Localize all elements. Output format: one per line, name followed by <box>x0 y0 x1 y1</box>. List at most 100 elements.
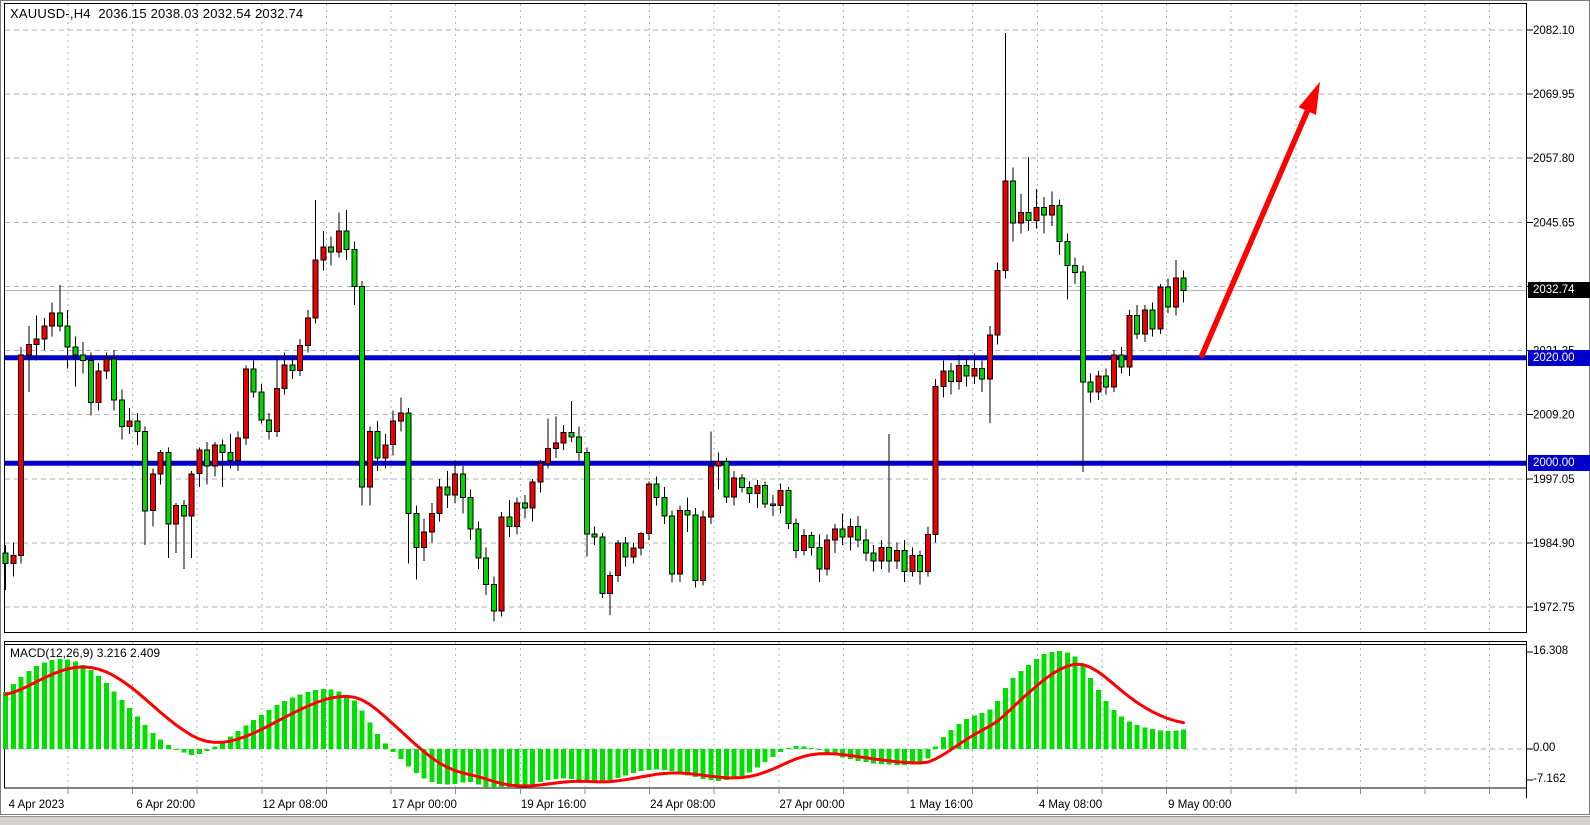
macd-bar <box>700 749 706 779</box>
candle <box>1134 315 1140 335</box>
candle <box>886 547 892 562</box>
level-badge-2020: 2020.00 <box>1528 350 1590 366</box>
candle <box>700 516 706 581</box>
macd-bar <box>995 701 1000 749</box>
macd-panel[interactable] <box>4 641 1527 789</box>
candle <box>878 547 885 562</box>
candle <box>188 473 195 517</box>
candle <box>785 490 792 524</box>
macd-bar <box>677 749 683 773</box>
candle <box>955 365 962 382</box>
candle <box>963 365 970 377</box>
macd-bar <box>204 749 210 751</box>
macd-bar <box>607 749 613 781</box>
price-tick-label: 2069.95 <box>1533 89 1575 101</box>
time-axis-label: 4 Apr 2023 <box>9 799 65 811</box>
macd-bar <box>359 710 365 749</box>
candle <box>824 539 830 570</box>
time-axis-label: 17 Apr 00:00 <box>392 799 457 811</box>
candle <box>979 367 985 380</box>
time-axis-labels: 4 Apr 2023 6 Apr 20:00 12 Apr 08:00 17 Apr … <box>9 799 1232 811</box>
candle <box>490 584 497 612</box>
candle <box>204 449 210 467</box>
price-tick-label: 1997.05 <box>1533 474 1575 486</box>
macd-bar <box>692 749 698 778</box>
macd-bar <box>289 697 295 749</box>
macd-bar <box>173 749 179 750</box>
candle <box>49 312 55 327</box>
candle <box>118 399 125 427</box>
macd-bar <box>266 710 272 749</box>
macd-bar <box>196 749 202 754</box>
macd-bar <box>34 666 39 749</box>
macd-bar <box>878 749 884 764</box>
candle <box>777 490 784 507</box>
candle <box>266 419 272 433</box>
macd-bar <box>1173 730 1179 749</box>
macd-bar <box>599 749 605 783</box>
candle <box>335 230 342 253</box>
macd-bar <box>181 749 187 753</box>
macd-indicator-label: MACD(12,26,9) 3.216 2.409 <box>10 646 161 660</box>
candle <box>692 514 699 581</box>
trend-arrow[interactable] <box>1199 81 1320 358</box>
macd-bar <box>553 749 559 779</box>
macd-bar <box>1095 690 1101 749</box>
candle <box>320 246 327 261</box>
macd-bar <box>1165 731 1171 749</box>
macd-bar <box>1103 701 1109 749</box>
candle <box>638 532 644 549</box>
candle <box>1025 212 1032 222</box>
macd-bar <box>785 747 791 749</box>
main-chart-panel[interactable] <box>4 3 1527 633</box>
candle <box>25 344 32 356</box>
macd-bar <box>18 677 24 749</box>
candle <box>142 431 148 512</box>
time-axis-label: 19 Apr 16:00 <box>521 799 586 811</box>
macd-bar <box>754 749 760 768</box>
candle <box>134 420 141 433</box>
candle <box>250 368 257 393</box>
candle <box>103 358 110 372</box>
candle <box>72 346 79 356</box>
macd-bar <box>723 749 729 781</box>
candle <box>862 539 869 554</box>
macd-bar <box>1111 710 1117 749</box>
macd-bar <box>909 749 915 765</box>
candle <box>1002 180 1009 272</box>
macd-bar <box>1018 671 1024 749</box>
candle <box>413 512 420 549</box>
candle <box>591 533 598 538</box>
macd-bar <box>351 700 357 749</box>
candle <box>917 555 923 572</box>
candle <box>506 516 513 528</box>
time-axis-label: 1 May 16:00 <box>910 799 973 811</box>
candle <box>1126 315 1133 368</box>
macd-bar <box>933 746 938 749</box>
candle <box>1165 286 1171 308</box>
candle <box>738 477 745 488</box>
price-tick-label: 2082.10 <box>1533 25 1575 37</box>
macd-bar <box>902 749 907 766</box>
macd-bar <box>26 671 32 749</box>
candlestick-series <box>2 33 1187 622</box>
macd-bar <box>274 705 280 749</box>
candle <box>552 442 559 450</box>
macd-bar <box>1080 666 1086 749</box>
macd-signal-line <box>4 662 1185 788</box>
candle <box>405 412 412 514</box>
candle <box>227 452 234 462</box>
macd-bar <box>483 749 489 787</box>
macd-bar <box>1126 721 1132 749</box>
macd-bar <box>491 749 497 787</box>
macd-bar <box>917 749 923 764</box>
candle <box>831 528 838 541</box>
candle <box>901 549 908 572</box>
candle <box>669 515 675 575</box>
candle <box>1180 277 1187 291</box>
candle <box>545 448 551 464</box>
macd-bar <box>863 749 869 763</box>
price-tick-label: 1984.90 <box>1533 538 1575 550</box>
